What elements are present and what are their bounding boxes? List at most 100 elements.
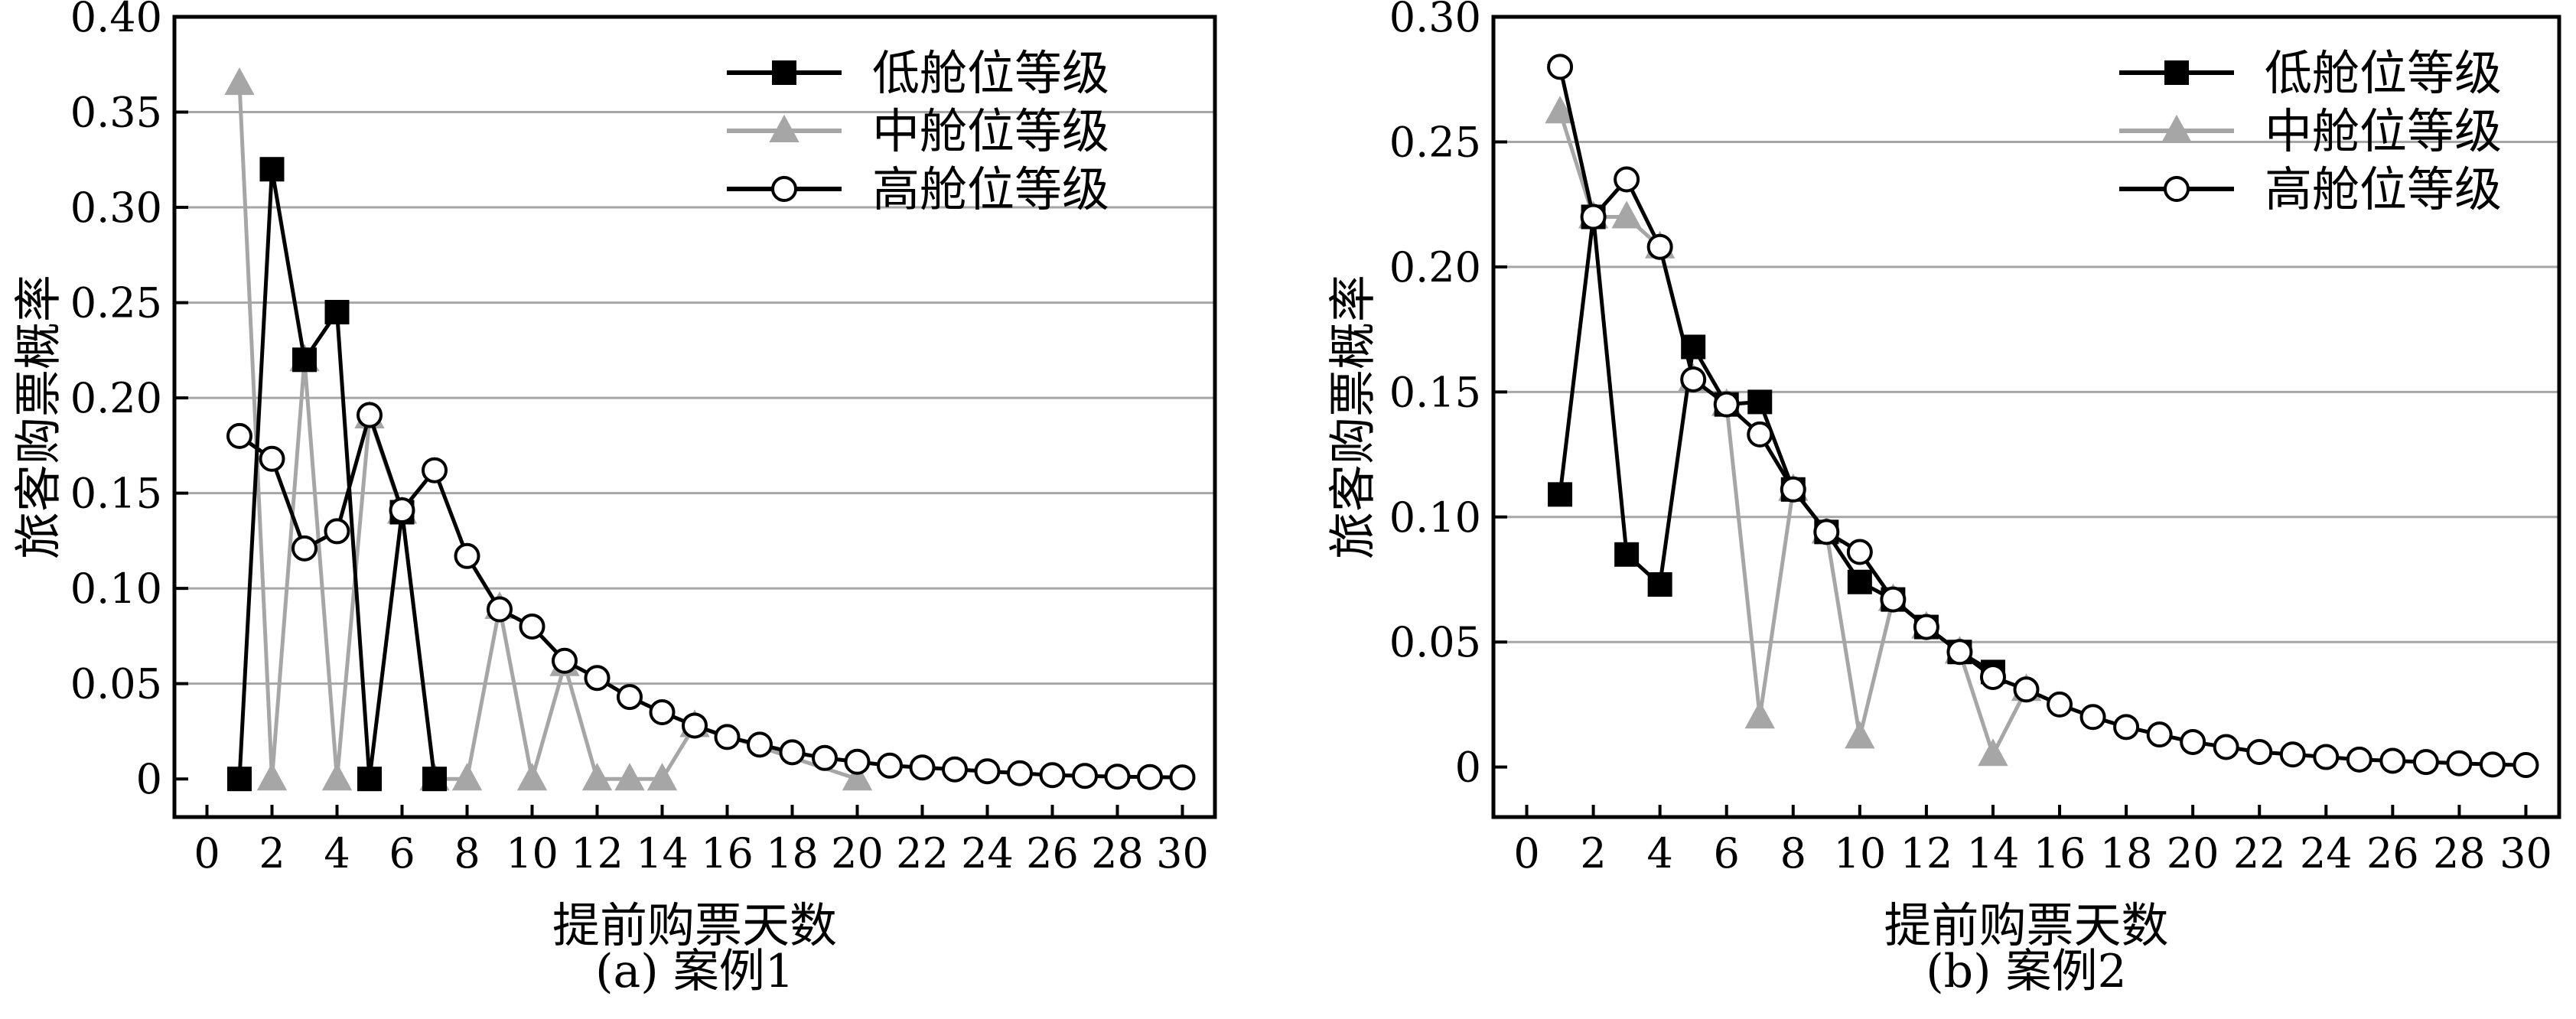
data-point xyxy=(454,542,480,569)
y-tick-label: 0.30 xyxy=(1389,0,1481,41)
y-tick-label: 0.25 xyxy=(1389,118,1481,166)
x-tick-label: 8 xyxy=(1780,829,1806,877)
y-tick-label: 0 xyxy=(1455,744,1481,792)
legend-label: 中舱位等级 xyxy=(872,103,1109,159)
data-point xyxy=(2346,746,2372,773)
x-tick-label: 22 xyxy=(2233,829,2286,877)
data-point xyxy=(2146,721,2173,748)
data-point xyxy=(226,422,252,449)
data-point xyxy=(2412,749,2439,776)
x-tick-label: 4 xyxy=(1646,829,1672,877)
data-point xyxy=(2379,747,2406,774)
x-tick-label: 20 xyxy=(2167,829,2219,877)
data-point xyxy=(292,347,317,373)
data-point xyxy=(584,665,611,692)
y-tick-label: 0.15 xyxy=(1389,368,1481,416)
legend-marker xyxy=(2164,60,2189,85)
data-point xyxy=(2013,676,2040,703)
data-point xyxy=(227,767,252,792)
data-point xyxy=(614,763,645,791)
data-point xyxy=(552,647,578,674)
data-point xyxy=(942,756,968,783)
data-point xyxy=(1847,569,1872,594)
data-point xyxy=(646,763,678,791)
data-point xyxy=(617,684,643,711)
y-tick-label: 0.05 xyxy=(1389,618,1481,666)
data-point xyxy=(1979,663,2006,690)
data-point xyxy=(2246,739,2273,766)
data-point xyxy=(1880,586,1907,613)
data-point xyxy=(1978,738,2008,767)
y-axis-title: 旅客购票概率 xyxy=(11,275,67,559)
x-tick-label: 4 xyxy=(324,829,350,877)
legend-label: 低舱位等级 xyxy=(2265,45,2502,101)
data-point xyxy=(1614,542,1640,567)
data-point xyxy=(1039,762,1066,789)
data-point xyxy=(1548,482,1573,507)
x-tick-label: 20 xyxy=(831,829,884,877)
x-axis: 0 2 4 6 8 10 12 14 16 18 20 22 24 26 28 30 xyxy=(194,805,1209,877)
data-point xyxy=(2479,751,2506,778)
plot-frame xyxy=(172,15,1217,819)
data-point xyxy=(2512,752,2539,779)
data-point xyxy=(714,724,741,750)
x-tick-label: 8 xyxy=(454,829,480,877)
data-point xyxy=(1614,166,1640,193)
x-tick-label: 14 xyxy=(1967,829,2020,877)
data-point xyxy=(1813,519,1840,545)
data-point xyxy=(519,613,545,640)
data-point xyxy=(779,739,806,766)
data-point xyxy=(259,157,285,182)
data-point xyxy=(256,763,288,791)
y-tick-label: 0.10 xyxy=(70,565,162,613)
x-axis: 0 2 4 6 8 10 12 14 16 18 20 22 24 26 28 30 xyxy=(1513,805,2552,877)
data-point xyxy=(844,748,871,775)
x-tick-label: 16 xyxy=(2034,829,2086,877)
data-point xyxy=(581,763,613,791)
data-point xyxy=(1072,763,1098,789)
series-line xyxy=(238,409,1183,780)
data-point xyxy=(1545,96,1575,124)
data-point xyxy=(842,763,873,791)
y-tick-label: 0.10 xyxy=(1389,493,1481,542)
x-tick-label: 10 xyxy=(506,829,559,877)
data-point xyxy=(2313,744,2340,770)
data-point xyxy=(1580,203,1607,230)
data-point xyxy=(2180,728,2206,755)
data-point xyxy=(812,744,838,771)
x-tick-label: 6 xyxy=(389,829,415,877)
data-point xyxy=(1611,200,1642,229)
data-point xyxy=(1680,366,1707,392)
data-point xyxy=(747,731,773,758)
data-point xyxy=(2079,704,2106,731)
chart-caption: (a) 案例1 xyxy=(595,945,794,998)
data-point xyxy=(422,457,448,483)
legend-marker xyxy=(771,176,797,202)
y-tick-label: 0.35 xyxy=(70,89,162,137)
data-point xyxy=(516,763,548,791)
data-point xyxy=(389,497,415,524)
series-circle xyxy=(1547,54,2539,779)
data-point xyxy=(1744,701,1775,729)
chart-caption: (b) 案例2 xyxy=(1926,945,2126,998)
x-tick-label: 0 xyxy=(1513,829,1539,877)
data-point xyxy=(357,767,382,792)
data-point xyxy=(909,754,936,781)
x-tick-label: 10 xyxy=(1833,829,1886,877)
data-point xyxy=(259,445,285,472)
x-tick-label: 2 xyxy=(1580,829,1606,877)
series-square xyxy=(227,157,447,792)
x-tick-label: 6 xyxy=(1714,829,1740,877)
y-tick-label: 0.15 xyxy=(70,470,162,518)
data-point xyxy=(487,596,513,623)
y-axis: 0 0.05 0.10 0.15 0.20 0.25 0.30 0.35 0.40 xyxy=(70,0,188,803)
y-tick-label: 0.20 xyxy=(1389,243,1481,291)
y-tick-label: 0.25 xyxy=(70,279,162,327)
data-point xyxy=(2213,734,2239,760)
y-tick-label: 0.20 xyxy=(70,374,162,422)
x-tick-label: 18 xyxy=(2100,829,2153,877)
series-circle xyxy=(226,402,1196,791)
x-tick-label: 26 xyxy=(2366,829,2419,877)
